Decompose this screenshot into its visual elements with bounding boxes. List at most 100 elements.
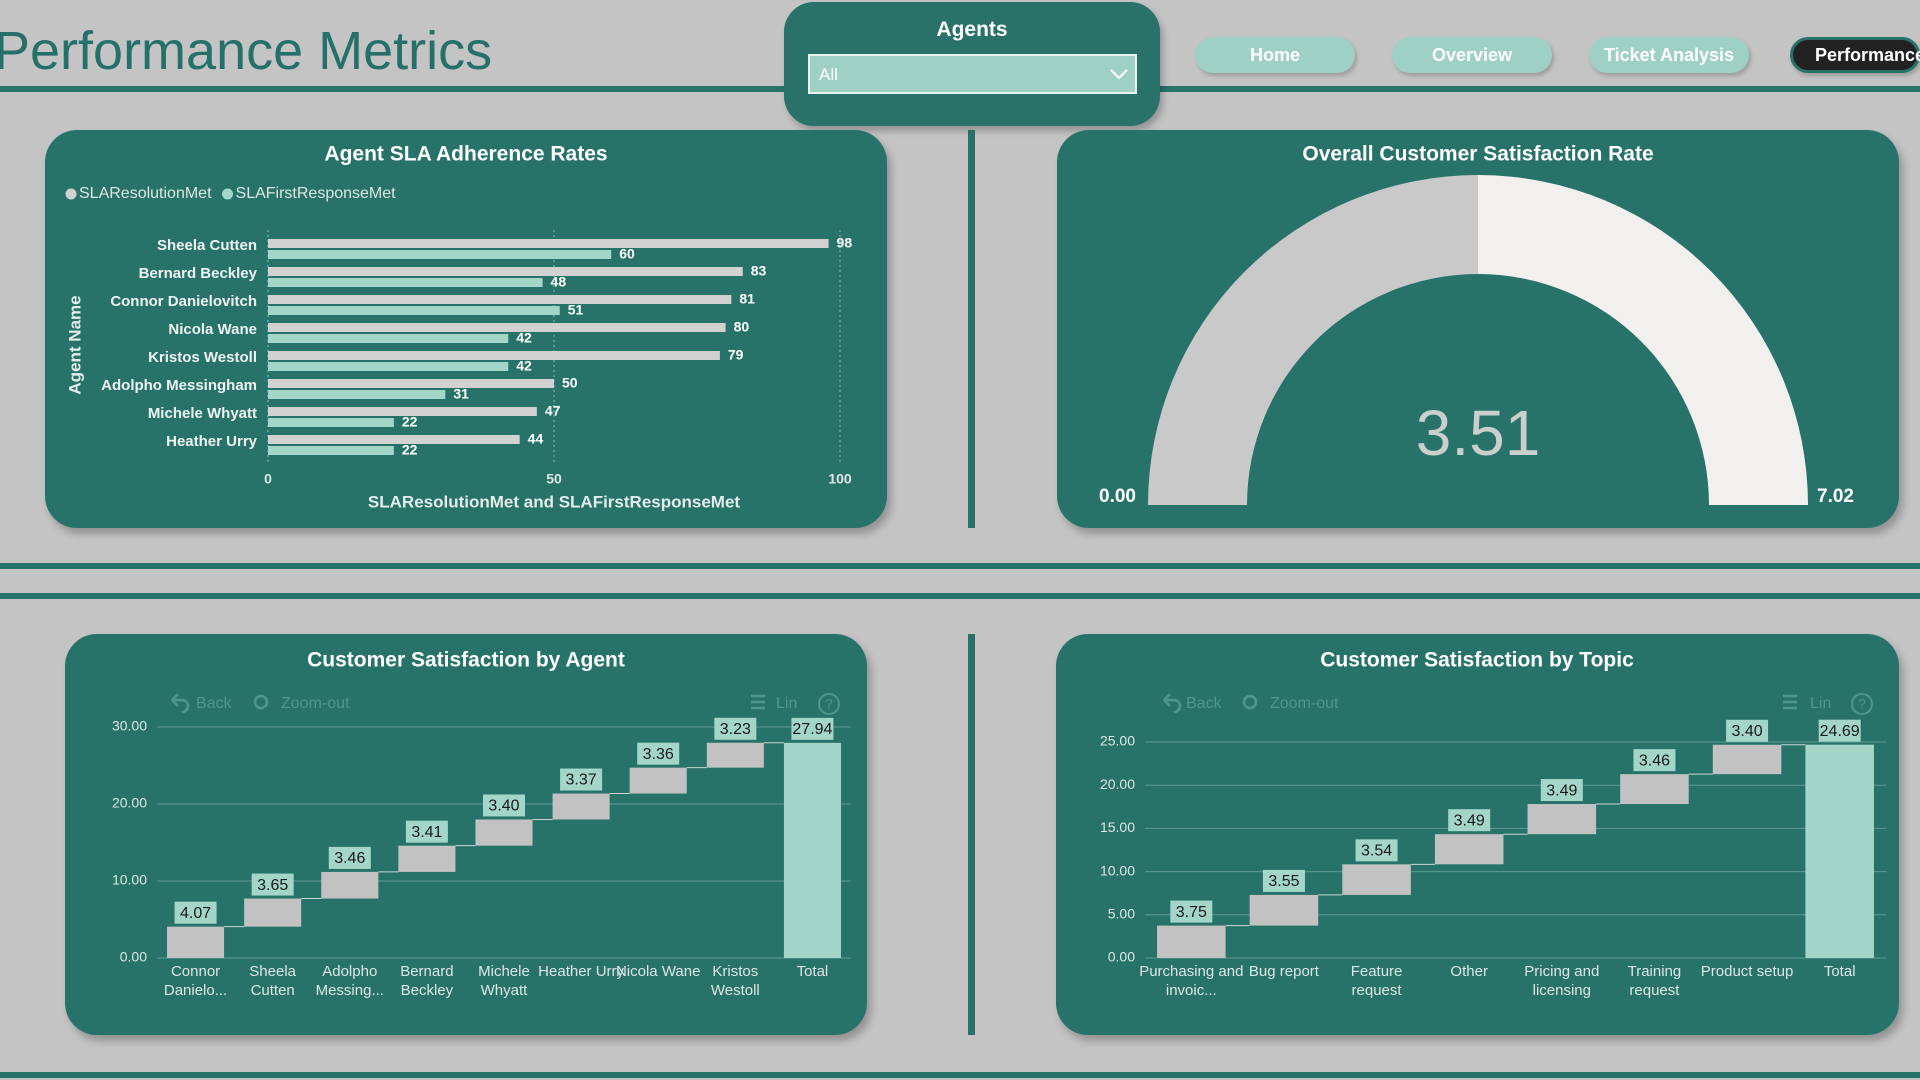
y-tick-label: 20.00 [1100, 776, 1135, 792]
nav-button[interactable]: Performance [1790, 37, 1920, 73]
bar [268, 418, 394, 427]
legend-marker [65, 188, 77, 200]
data-label-box [560, 768, 603, 791]
category-label: Heather Urry [166, 433, 258, 450]
data-label: 48 [551, 274, 567, 290]
data-label: 51 [568, 302, 584, 318]
x-tick-label: Pricing and licensing [1524, 963, 1600, 999]
data-label-box [1818, 719, 1861, 742]
list-icon[interactable] [751, 694, 765, 710]
x-tick-label: Bernard Beckley [400, 963, 454, 999]
filter-label: Agents [936, 18, 1008, 41]
list-icon[interactable] [1783, 694, 1797, 710]
help-icon[interactable] [1851, 693, 1873, 715]
data-label: 3.40 [1731, 723, 1762, 740]
bar [1434, 834, 1504, 865]
data-label: 3.36 [643, 746, 674, 763]
x-tick-label: Bug report [1248, 963, 1319, 980]
dropdown[interactable]: All [808, 54, 1137, 94]
data-label: 47 [545, 403, 561, 419]
data-label: 3.41 [411, 824, 442, 841]
help-icon[interactable] [818, 693, 840, 715]
data-label-box [1170, 900, 1213, 923]
bar [268, 267, 743, 276]
bar [268, 446, 394, 455]
category-label: Sheela Cutten [157, 237, 257, 254]
data-label-box [714, 717, 757, 740]
data-label: 24.69 [1820, 723, 1860, 740]
back-icon[interactable] [171, 693, 190, 714]
toolbar-back[interactable]: Back [196, 695, 233, 712]
category-label: Nicola Wane [168, 321, 257, 338]
data-label: 83 [751, 263, 767, 279]
bar [1620, 774, 1689, 805]
bar [629, 767, 687, 794]
dropdown-value: All [819, 65, 838, 84]
data-label-box [791, 717, 834, 740]
gauge-value [1148, 175, 1478, 505]
data-label: 3.49 [1546, 782, 1577, 799]
x-tick-label: Heather Urry [538, 963, 625, 980]
x-tick-label: Other [1450, 963, 1488, 980]
back-icon[interactable] [1163, 693, 1182, 714]
y-tick-label: 30.00 [112, 718, 147, 734]
toolbar-zoom[interactable]: Zoom-out [281, 695, 350, 712]
divider [968, 634, 975, 1035]
data-label-box [1540, 779, 1583, 802]
chart: Agent SLA Adherence Rates SLAResolutionMe… [65, 143, 853, 512]
data-label-box [251, 873, 294, 896]
toolbar-scale[interactable]: Lin [1810, 695, 1831, 712]
x-tick-label: Adolpho Messing... [315, 963, 384, 999]
gauge-max-label: 7.02 [1817, 486, 1854, 507]
gauge-value-label: 3.51 [1416, 397, 1541, 469]
bar [268, 390, 446, 399]
data-label: 3.23 [720, 721, 751, 738]
chart: Customer Satisfaction by Agent Back Zoom-o… [112, 649, 851, 965]
data-label: 22 [402, 414, 418, 430]
data-label-box [1448, 809, 1491, 832]
zoom-icon[interactable] [253, 694, 269, 710]
data-label: 3.54 [1361, 843, 1392, 860]
data-label: 42 [516, 330, 532, 346]
zoom-icon[interactable] [1242, 694, 1258, 710]
bar [268, 407, 537, 416]
bar [321, 871, 379, 899]
nav-button[interactable]: Ticket Analysis [1589, 37, 1749, 73]
data-label: 98 [837, 235, 853, 251]
data-label: 3.65 [257, 877, 288, 894]
nav-button[interactable]: Overview [1392, 37, 1552, 73]
bar [268, 239, 829, 248]
bar [475, 819, 533, 846]
data-label: 31 [453, 386, 469, 402]
x-tick-label: Total [1823, 963, 1856, 980]
data-label-box [637, 742, 680, 765]
bar [167, 926, 225, 958]
data-label: 3.55 [1268, 873, 1299, 890]
legend-label: SLAResolutionMet [79, 185, 212, 202]
x-tick-label: 0 [264, 471, 272, 487]
bar [268, 250, 612, 259]
gauge-track [1478, 175, 1808, 505]
x-axis-title: SLAResolutionMet and SLAFirstResponseMet [368, 492, 740, 511]
toolbar-help[interactable]: ? [1858, 696, 1866, 712]
bar [268, 278, 543, 287]
nav-button[interactable]: Home [1195, 37, 1355, 73]
x-tick-label: Purchasing and invoic... [1139, 963, 1244, 999]
data-label-box [328, 846, 371, 869]
bar [1712, 744, 1782, 775]
toolbar-help[interactable]: ? [825, 696, 833, 712]
toolbar-zoom[interactable]: Zoom-out [1270, 695, 1339, 712]
toolbar-back[interactable]: Back [1186, 695, 1223, 712]
bar [268, 334, 509, 343]
bar [268, 362, 509, 371]
y-tick-label: 5.00 [1108, 906, 1135, 922]
y-tick-label: 20.00 [112, 795, 147, 811]
data-label: 44 [528, 431, 544, 447]
toolbar-scale[interactable]: Lin [776, 695, 797, 712]
bar [1157, 925, 1226, 958]
data-label: 81 [739, 291, 755, 307]
x-tick-label: 100 [828, 471, 852, 487]
data-label: 60 [619, 246, 635, 262]
x-tick-label: Training request [1627, 963, 1682, 999]
